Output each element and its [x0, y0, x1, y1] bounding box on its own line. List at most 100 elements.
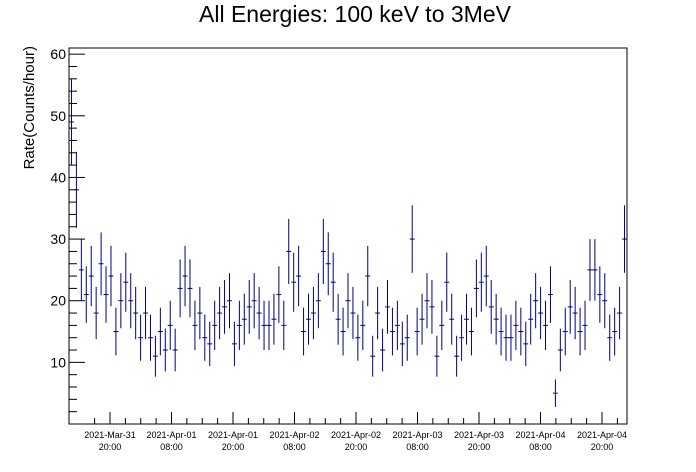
- x-tick-label: 20:00: [222, 442, 245, 452]
- data-point: [98, 232, 104, 296]
- x-tick-label: 2021-Apr-03: [454, 430, 504, 440]
- data-point: [543, 300, 548, 351]
- data-point: [429, 280, 435, 334]
- data-point: [552, 379, 558, 407]
- data-point: [538, 286, 544, 340]
- data-point: [113, 307, 119, 356]
- data-point: [528, 293, 534, 345]
- data-point: [182, 245, 188, 307]
- data-point: [266, 300, 272, 351]
- data-point: [459, 314, 465, 361]
- y-tick-label: 60: [50, 46, 66, 62]
- data-point: [523, 321, 529, 367]
- data-point: [483, 245, 489, 307]
- data-point: [577, 307, 583, 356]
- plot-border: [68, 47, 628, 425]
- data-point: [241, 293, 247, 345]
- data-point: [587, 239, 593, 301]
- x-tick-label: 2021-Apr-01: [208, 430, 258, 440]
- data-points: [69, 78, 627, 407]
- data-point: [617, 286, 623, 340]
- data-point: [133, 286, 139, 340]
- data-point: [360, 300, 366, 351]
- data-point: [473, 259, 479, 318]
- data-point: [493, 293, 499, 345]
- data-point: [365, 245, 371, 307]
- y-tick-label: 30: [50, 231, 66, 247]
- data-point: [212, 300, 218, 351]
- x-tick-label: 08:00: [160, 442, 183, 452]
- x-tick-label: 20:00: [591, 442, 614, 452]
- data-point: [419, 293, 425, 345]
- x-tick-label: 08:00: [406, 442, 429, 452]
- data-point: [503, 314, 509, 361]
- data-point: [291, 252, 297, 312]
- data-point: [296, 245, 302, 307]
- data-point: [355, 314, 361, 361]
- data-point: [389, 307, 395, 356]
- data-point: [518, 307, 524, 356]
- data-point: [325, 232, 331, 296]
- x-tick-label: 2021-Apr-04: [577, 430, 627, 440]
- data-point: [557, 328, 563, 372]
- data-point: [464, 293, 469, 345]
- data-point: [439, 300, 445, 351]
- data-point: [123, 252, 129, 312]
- data-point: [562, 307, 568, 356]
- data-point: [148, 314, 153, 361]
- data-point: [454, 335, 460, 377]
- y-axis-label: Rate(Counts/hour): [21, 46, 38, 169]
- data-point: [271, 293, 277, 345]
- data-point: [231, 321, 237, 367]
- data-point: [78, 239, 84, 301]
- x-tick-label: 2021-Apr-02: [269, 430, 319, 440]
- x-tick-label: 2021-Apr-01: [146, 430, 196, 440]
- data-point: [197, 286, 203, 340]
- data-point: [340, 307, 346, 356]
- data-point: [162, 328, 168, 372]
- data-point: [251, 273, 257, 329]
- x-tick-label: 2021-Apr-02: [331, 430, 381, 440]
- data-point: [152, 335, 158, 377]
- data-point: [281, 300, 287, 351]
- data-point: [320, 218, 326, 285]
- data-point: [93, 286, 99, 340]
- y-tick-label: 40: [50, 169, 66, 185]
- data-point: [572, 286, 578, 340]
- data-point: [301, 307, 307, 356]
- data-point: [409, 205, 415, 273]
- data-point: [607, 314, 613, 361]
- plot-frame: [68, 47, 628, 425]
- data-point: [547, 266, 553, 323]
- data-point: [444, 252, 450, 312]
- x-tick-label: 08:00: [283, 442, 306, 452]
- x-tick-label: 20:00: [99, 442, 122, 452]
- data-point: [582, 300, 588, 351]
- data-point: [143, 286, 149, 340]
- data-point: [157, 307, 163, 356]
- data-point: [602, 273, 608, 329]
- data-point: [69, 78, 74, 166]
- data-point: [597, 266, 603, 323]
- data-point: [335, 293, 341, 345]
- data-point: [592, 239, 598, 301]
- data-point: [414, 307, 420, 356]
- data-point: [246, 280, 252, 334]
- data-point: [118, 273, 124, 329]
- data-point: [276, 266, 282, 323]
- data-point: [167, 300, 173, 351]
- data-point: [424, 273, 430, 329]
- data-point: [513, 300, 519, 351]
- data-point: [108, 245, 114, 307]
- x-tick-label: 2021-Apr-03: [392, 430, 442, 440]
- data-point: [315, 273, 321, 329]
- data-point: [434, 335, 440, 377]
- data-point: [567, 280, 573, 334]
- data-point: [478, 252, 484, 312]
- chart-title: All Energies: 100 keV to 3MeV: [199, 1, 512, 27]
- data-point: [306, 293, 311, 345]
- data-point: [202, 314, 208, 361]
- x-tick-label: 2021-Mar-31: [84, 430, 136, 440]
- data-point: [468, 307, 474, 356]
